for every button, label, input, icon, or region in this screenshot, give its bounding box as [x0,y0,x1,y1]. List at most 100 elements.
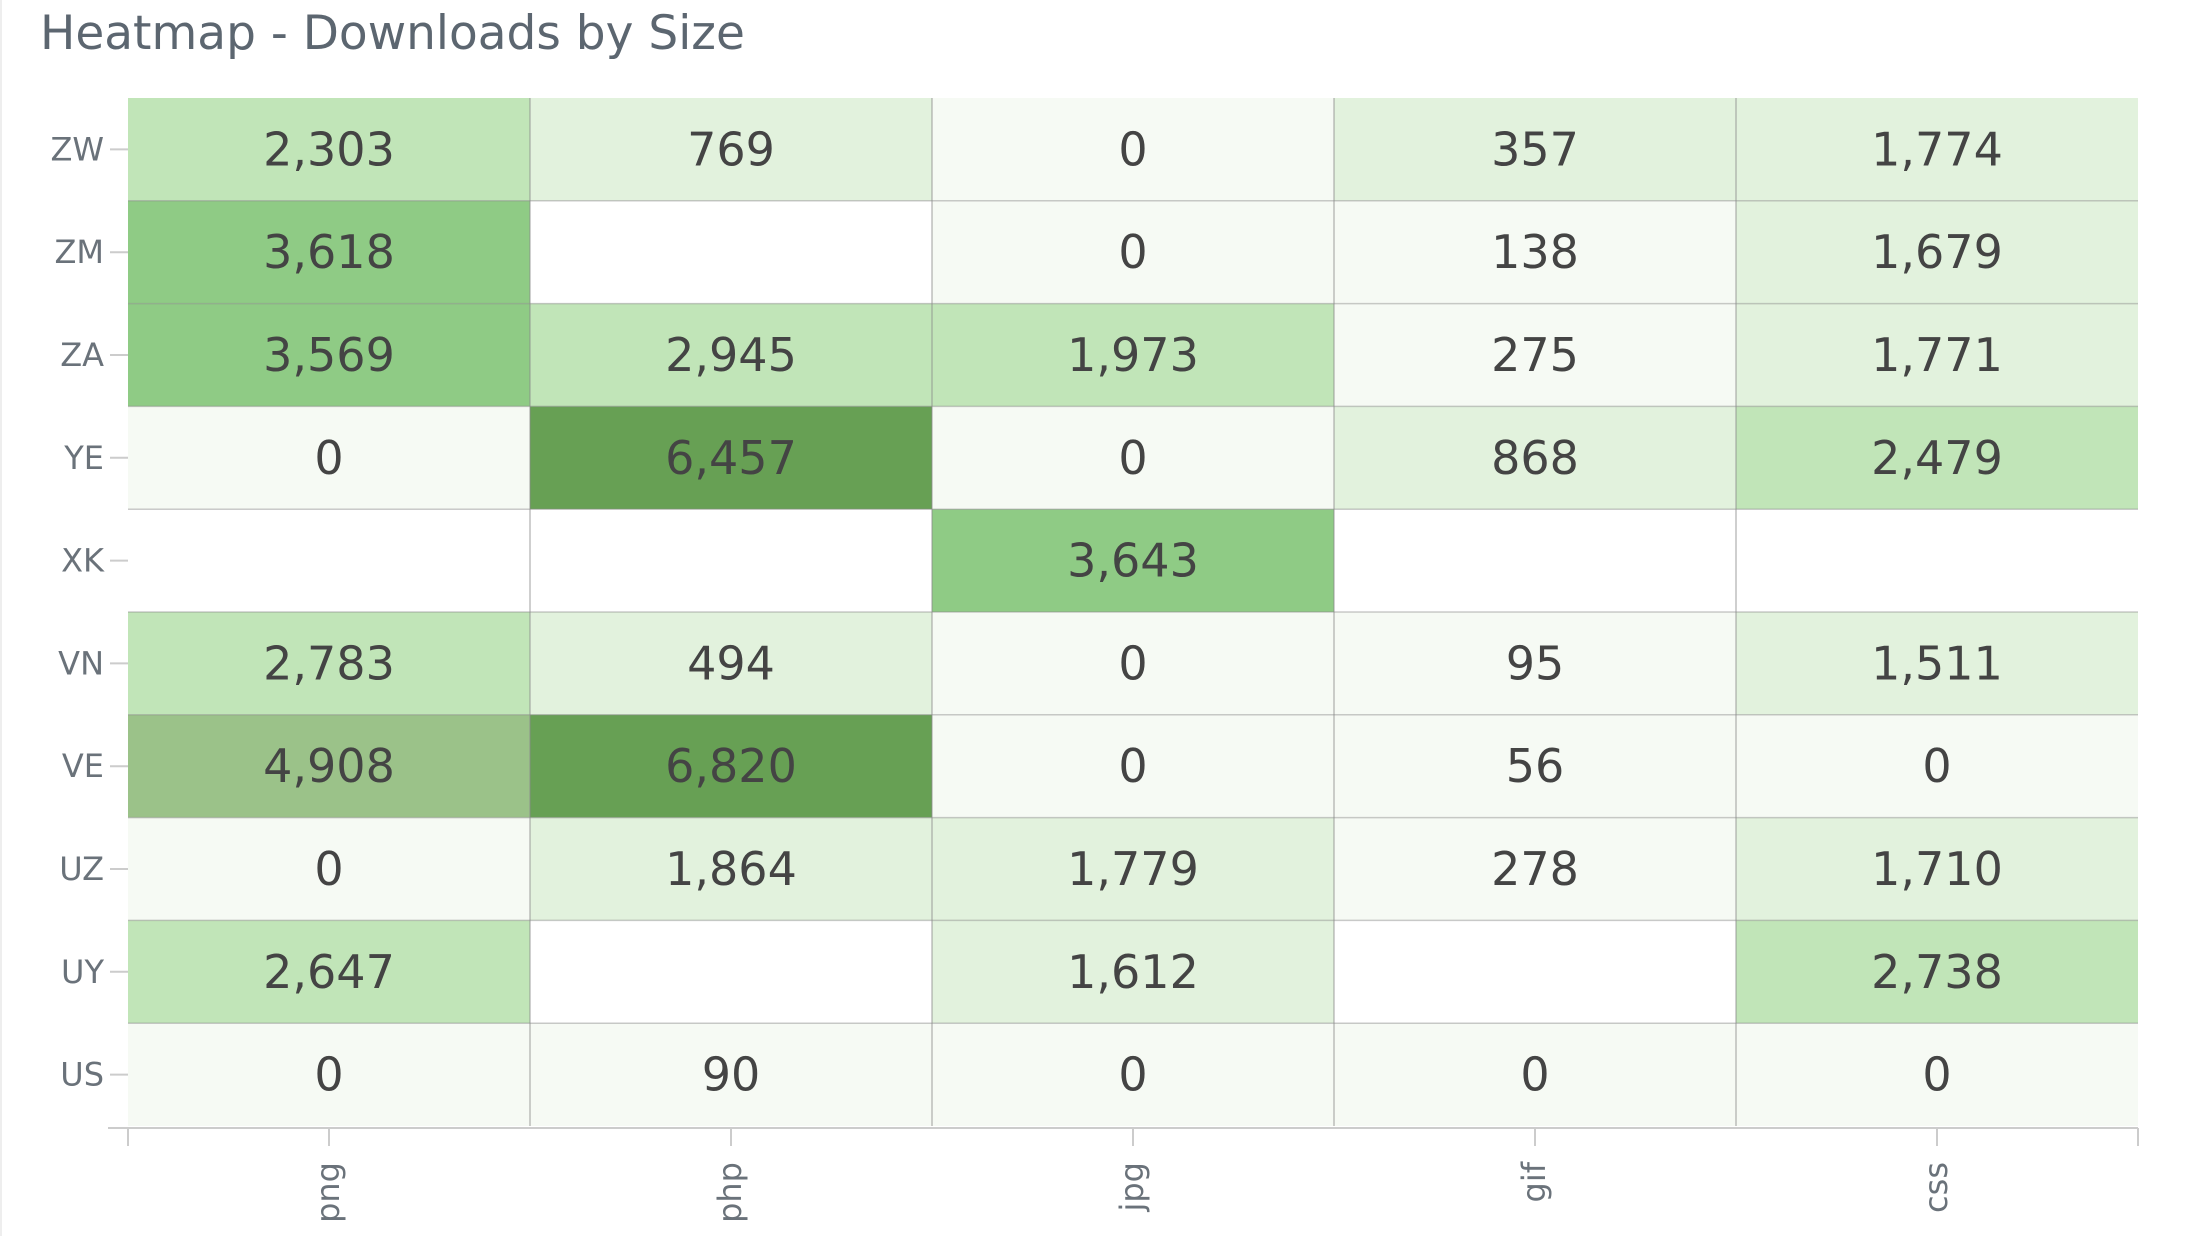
cell-value-label: 1,679 [1871,225,2003,279]
heatmap-cell-XK-css [1736,509,2138,612]
heatmap-cell-US-png [128,1023,530,1126]
cell-value-label: 769 [687,122,775,176]
heatmap-cell-UY-gif [1334,920,1736,1024]
heatmap-cell-ZW-png [128,98,530,201]
cell-value-label: 2,783 [263,636,395,690]
cell-value-label: 0 [1118,225,1147,279]
heatmap-cell-ZM-php [530,200,932,304]
cell-value-label: 3,618 [263,225,395,279]
heatmap-cell-VE-css [1736,714,2138,818]
cell-value-label: 138 [1491,225,1579,279]
heatmap-cell-UY-png [128,920,530,1024]
cell-value-label: 278 [1491,842,1579,896]
cell-value-label: 0 [1118,1048,1147,1102]
cell-value-label: 0 [1118,122,1147,176]
heatmap-cell-VN-png [128,612,530,715]
heatmap-cell-UY-css [1736,920,2138,1024]
cell-value-label: 1,973 [1067,328,1199,382]
heatmap-cell-YE-gif [1334,406,1736,510]
heatmap-cell-US-gif [1334,1023,1736,1126]
y-tick-label: ZM [54,233,104,271]
cell-value-label: 4,908 [263,739,395,793]
cell-value-label: 2,303 [263,122,395,176]
cell-value-label: 6,457 [665,431,797,485]
heatmap-cell-ZA-gif [1334,303,1736,407]
heatmap-cell-VE-php [530,714,932,818]
heatmap-cell-ZW-php [530,98,932,201]
heatmap-cell-YE-jpg [932,406,1334,510]
cell-value-label: 1,774 [1871,122,2003,176]
cell-value-label: 275 [1491,328,1579,382]
heatmap-cell-ZW-gif [1334,98,1736,201]
heatmap-cell-YE-png [128,406,530,510]
heatmap-cell-ZW-jpg [932,98,1334,201]
heatmap-cell-ZA-jpg [932,303,1334,407]
heatmap-cell-UZ-css [1736,817,2138,921]
y-tick-label: UZ [59,850,104,888]
cell-value-label: 0 [1118,636,1147,690]
y-tick-label: YE [63,439,104,477]
cell-value-label: 3,569 [263,328,395,382]
heatmap-cell-UZ-jpg [932,817,1334,921]
cell-value-label: 6,820 [665,739,797,793]
heatmap-cell-US-jpg [932,1023,1334,1126]
cell-value-label: 0 [1922,739,1951,793]
cell-value-label: 2,738 [1871,945,2003,999]
heatmap-cell-ZA-css [1736,303,2138,407]
heatmap-cell-VN-gif [1334,612,1736,715]
cell-value-label: 1,779 [1067,842,1199,896]
heatmap-cell-UZ-png [128,817,530,921]
cell-value-label: 0 [314,1048,343,1102]
cell-value-label: 0 [1520,1048,1549,1102]
heatmap-cell-VN-php [530,612,932,715]
cell-value-label: 357 [1491,122,1579,176]
heatmap-cell-ZA-png [128,303,530,407]
x-tick-label: jpg [1113,1162,1151,1213]
cell-value-label: 1,771 [1871,328,2003,382]
heatmap-cell-XK-gif [1334,509,1736,612]
heatmap-cell-YE-php [530,406,932,510]
cell-value-label: 95 [1506,636,1565,690]
heatmap-cell-VE-jpg [932,714,1334,818]
heatmap-cell-UZ-gif [1334,817,1736,921]
heatmap-cell-VE-gif [1334,714,1736,818]
cell-value-label: 1,864 [665,842,797,896]
heatmap-cell-VN-jpg [932,612,1334,715]
cell-value-label: 3,643 [1067,534,1199,588]
heatmap-cell-ZM-gif [1334,200,1736,304]
cell-value-label: 1,511 [1871,636,2003,690]
heatmap-cells: 2,303 769 0 357 1,774 3,618 0 138 1,679 3,569 2,94… [128,98,2138,1126]
chart-title: Heatmap - Downloads by Size [40,6,745,61]
y-tick-label: UY [61,953,104,991]
cell-value-label: 2,647 [263,945,395,999]
y-tick-label: ZA [60,336,104,374]
heatmap-axes: png php jpg gif css ZW ZM ZA YE XK VN VE UZ UY US [50,130,2139,1223]
y-tick-label: VE [62,747,104,785]
cell-value-label: 0 [314,842,343,896]
cell-value-label: 90 [702,1048,761,1102]
cell-value-label: 494 [687,636,775,690]
heatmap-cell-VE-png [128,714,530,818]
heatmap-cell-UZ-php [530,817,932,921]
cell-value-label: 2,945 [665,328,797,382]
x-tick-label: gif [1515,1161,1553,1202]
heatmap-cell-ZM-png [128,200,530,304]
heatmap-cell-US-php [530,1023,932,1126]
cell-value-label: 1,612 [1067,945,1199,999]
cell-value-label: 0 [314,431,343,485]
x-tick-label: css [1917,1162,1955,1213]
heatmap-cell-US-css [1736,1023,2138,1126]
heatmap-cell-ZM-jpg [932,200,1334,304]
y-tick-label: VN [58,644,104,682]
heatmap-cell-VN-css [1736,612,2138,715]
y-tick-label: XK [61,542,105,580]
heatmap-cell-YE-css [1736,406,2138,510]
cell-value-label: 2,479 [1871,431,2003,485]
x-tick-label: png [309,1162,347,1223]
heatmap-cell-ZW-css [1736,98,2138,201]
heatmap-cell-XK-jpg [932,509,1334,612]
cell-value-label: 0 [1922,1048,1951,1102]
cell-value-label: 0 [1118,739,1147,793]
